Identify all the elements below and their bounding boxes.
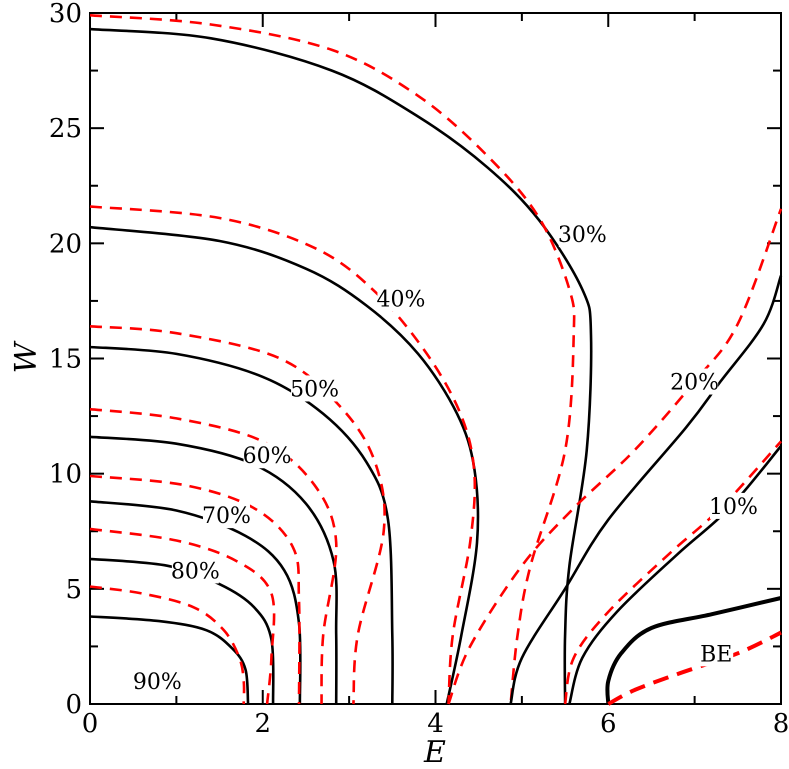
y-tick-label: 20 bbox=[49, 229, 82, 259]
contour-label: 80% bbox=[171, 559, 220, 584]
contour-label-background bbox=[699, 640, 734, 667]
tick-labels: 0 2 4 6 8 0 5 10 15 20 25 30 bbox=[49, 0, 789, 739]
dashed-contour-40pct bbox=[89, 205, 477, 705]
axis-ticks bbox=[89, 12, 782, 705]
contour-label-background bbox=[202, 502, 250, 529]
contour-label-background bbox=[171, 557, 219, 584]
x-tick-label: 6 bbox=[600, 709, 617, 739]
dashed-contour-be bbox=[607, 630, 782, 706]
contour-label: 60% bbox=[243, 444, 292, 469]
contour-label-background bbox=[558, 221, 606, 248]
contour-label: 10% bbox=[709, 495, 758, 520]
series-lines bbox=[89, 14, 783, 706]
y-tick-label: 15 bbox=[49, 345, 82, 375]
contour-label: 20% bbox=[670, 371, 719, 396]
y-tick-label: 5 bbox=[65, 575, 82, 605]
contour-label-background bbox=[709, 492, 757, 519]
solid-contour-50pct bbox=[89, 345, 394, 705]
solid-contour-10pct bbox=[568, 445, 783, 705]
y-tick-label: 0 bbox=[65, 690, 82, 720]
contour-label-background bbox=[243, 442, 291, 469]
y-axis-title: W bbox=[9, 340, 44, 373]
x-tick-label: 4 bbox=[427, 709, 444, 739]
dashed-contour-20pct bbox=[447, 208, 783, 705]
contour-label-background bbox=[291, 375, 339, 402]
plot-frame bbox=[89, 12, 782, 705]
y-tick-label: 10 bbox=[49, 460, 82, 490]
dashed-contour-60pct bbox=[89, 407, 338, 705]
contour-label-background bbox=[377, 285, 425, 312]
solid-contour-20pct bbox=[509, 275, 783, 705]
solid-contour-40pct bbox=[89, 225, 480, 705]
contour-label: 70% bbox=[202, 504, 251, 529]
y-tick-label: 30 bbox=[49, 0, 82, 29]
contour-labels: 90% 80% 70% 60% 50% 40% 30% 20% 10% BE bbox=[133, 221, 758, 695]
dashed-contour-50pct bbox=[89, 325, 386, 705]
contour-label: 90% bbox=[133, 670, 182, 695]
dashed-contour-80pct bbox=[89, 527, 276, 705]
contour-label: 30% bbox=[558, 223, 607, 248]
contour-label-background bbox=[671, 368, 719, 395]
contour-label: BE bbox=[700, 642, 732, 667]
x-tick-label: 2 bbox=[254, 709, 271, 739]
solid-contour-30pct bbox=[89, 27, 593, 705]
x-tick-label: 8 bbox=[773, 709, 789, 739]
dashed-contour-70pct bbox=[89, 474, 301, 705]
solid-contour-be bbox=[605, 596, 782, 705]
x-axis-title: E bbox=[423, 735, 446, 769]
dashed-contour-30pct bbox=[89, 14, 576, 705]
contour-label: 50% bbox=[290, 377, 339, 402]
solid-contour-80pct bbox=[89, 557, 275, 705]
x-tick-label: 0 bbox=[82, 709, 99, 739]
dashed-contour-10pct bbox=[563, 440, 782, 705]
solid-contour-90pct bbox=[89, 615, 250, 705]
contour-label-background bbox=[133, 667, 181, 694]
contour-label: 40% bbox=[376, 288, 425, 313]
solid-contour-60pct bbox=[89, 435, 338, 705]
dashed-contour-90pct bbox=[89, 585, 246, 705]
y-tick-label: 25 bbox=[49, 114, 82, 144]
